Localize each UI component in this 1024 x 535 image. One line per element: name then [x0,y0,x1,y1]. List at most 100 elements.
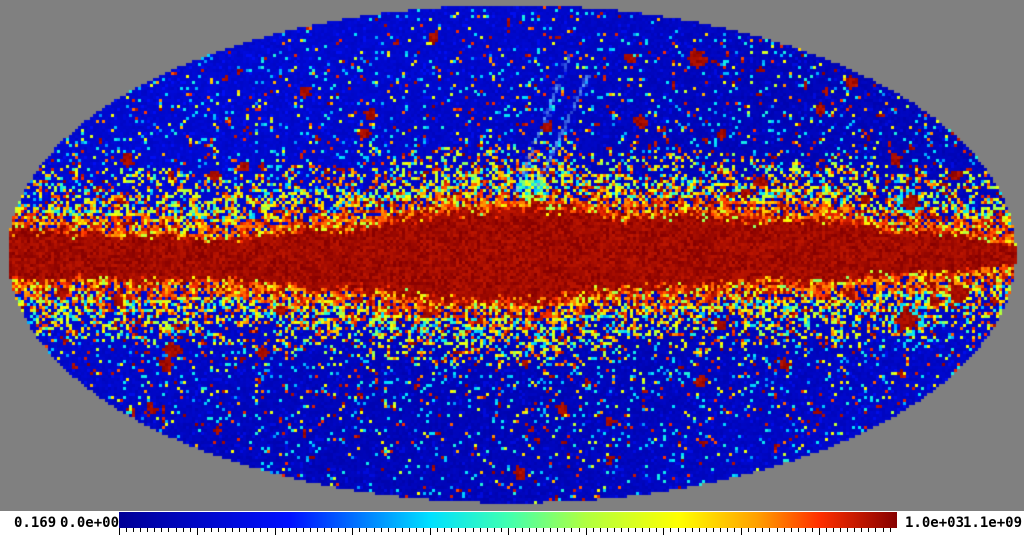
colorbar-range-min-label: 0.0e+00 [60,515,120,531]
colorbar-minor-tick [762,528,764,532]
colorbar-minor-tick [394,528,396,532]
colorbar-minor-tick [521,528,523,532]
colorbar-minor-tick [486,528,488,532]
colorbar-minor-tick [755,528,757,532]
colorbar-minor-tick [691,528,693,532]
colorbar-minor-tick [408,528,410,532]
colorbar-major-tick [663,528,665,535]
colorbar-minor-tick [613,528,615,532]
colorbar-minor-tick [705,528,707,532]
colorbar-minor-tick [882,528,884,532]
colorbar-minor-tick [811,528,813,532]
colorbar-minor-tick [727,528,729,532]
colorbar-minor-tick [154,528,156,532]
colorbar-minor-tick [656,528,658,532]
colorbar-minor-tick [776,528,778,532]
colorbar-minor-tick [161,528,163,532]
colorbar-minor-tick [698,528,700,532]
colorbar-outer-max-label: 1.1e+09 [963,515,1023,531]
colorbar-minor-tick [734,528,736,532]
colorbar-minor-tick [635,528,637,532]
colorbar-minor-tick [345,528,347,532]
colorbar-minor-tick [620,528,622,532]
colorbar-major-tick [585,528,587,535]
colorbar-minor-tick [854,528,856,532]
colorbar-minor-tick [493,528,495,532]
colorbar-minor-tick [571,528,573,532]
colorbar-minor-tick [140,528,142,532]
colorbar-major-tick [430,528,432,535]
colorbar-minor-tick [599,528,601,532]
colorbar-minor-tick [133,528,135,532]
colorbar-minor-tick [331,528,333,532]
colorbar-minor-tick [670,528,672,532]
colorbar-minor-tick [415,528,417,532]
colorbar-minor-tick [147,528,149,532]
colorbar-minor-tick [465,528,467,532]
colorbar-minor-tick [684,528,686,532]
colorbar-minor-tick [649,528,651,532]
colorbar-minor-tick [529,528,531,532]
colorbar-minor-tick [889,528,891,532]
colorbar-ticks [119,528,897,535]
colorbar-major-tick [352,528,354,535]
colorbar-minor-tick [564,528,566,532]
colorbar-minor-tick [840,528,842,532]
colorbar-minor-tick [479,528,481,532]
colorbar-minor-tick [182,528,184,532]
colorbar-minor-tick [203,528,205,532]
colorbar-major-tick [196,528,198,535]
colorbar-minor-tick [833,528,835,532]
colorbar-minor-tick [578,528,580,532]
colorbar-minor-tick [217,528,219,532]
colorbar-minor-tick [253,528,255,532]
colorbar-minor-tick [875,528,877,532]
colorbar-outer-min-label: 0.169 [14,515,57,531]
colorbar-minor-tick [543,528,545,532]
colorbar-minor-tick [826,528,827,532]
colorbar-minor-tick [712,528,714,532]
colorbar-minor-tick [790,528,792,532]
colorbar-minor-tick [628,528,630,532]
colorbar-minor-tick [472,528,474,532]
colorbar-minor-tick [677,528,679,532]
colorbar-minor-tick [232,528,234,532]
colorbar-minor-tick [444,528,446,532]
colorbar-minor-tick [295,528,297,532]
colorbar-minor-tick [769,528,771,532]
colorbar-minor-tick [458,528,460,532]
colorbar-minor-tick [246,528,248,532]
colorbar-minor-tick [847,528,849,532]
colorbar-minor-tick [210,528,212,532]
mollweide-sky-map [0,0,1024,511]
colorbar-minor-tick [514,528,516,532]
colorbar-minor-tick [288,528,290,532]
colorbar-minor-tick [500,528,502,532]
colorbar-minor-tick [783,528,785,532]
colorbar-minor-tick [309,528,311,532]
colorbar-minor-tick [338,528,340,532]
colorbar-minor-tick [804,528,806,532]
colorbar-major-tick [818,528,820,535]
colorbar-minor-tick [557,528,559,532]
colorbar-minor-tick [189,528,191,532]
colorbar-minor-tick [373,528,375,532]
colorbar-minor-tick [316,528,318,532]
colorbar-minor-tick [642,528,644,532]
colorbar-minor-tick [423,528,424,532]
colorbar-major-tick [741,528,743,535]
colorbar-minor-tick [868,528,870,532]
colorbar-minor-tick [359,528,361,532]
colorbar-minor-tick [175,528,177,532]
colorbar-minor-tick [748,528,750,532]
colorbar [119,512,897,528]
colorbar-minor-tick [451,528,453,532]
colorbar-minor-tick [267,528,269,532]
colorbar-minor-tick [324,528,326,532]
colorbar-minor-tick [592,528,594,532]
colorbar-minor-tick [437,528,439,532]
colorbar-minor-tick [550,528,552,532]
colorbar-major-tick [274,528,276,535]
colorbar-major-tick [119,528,120,535]
